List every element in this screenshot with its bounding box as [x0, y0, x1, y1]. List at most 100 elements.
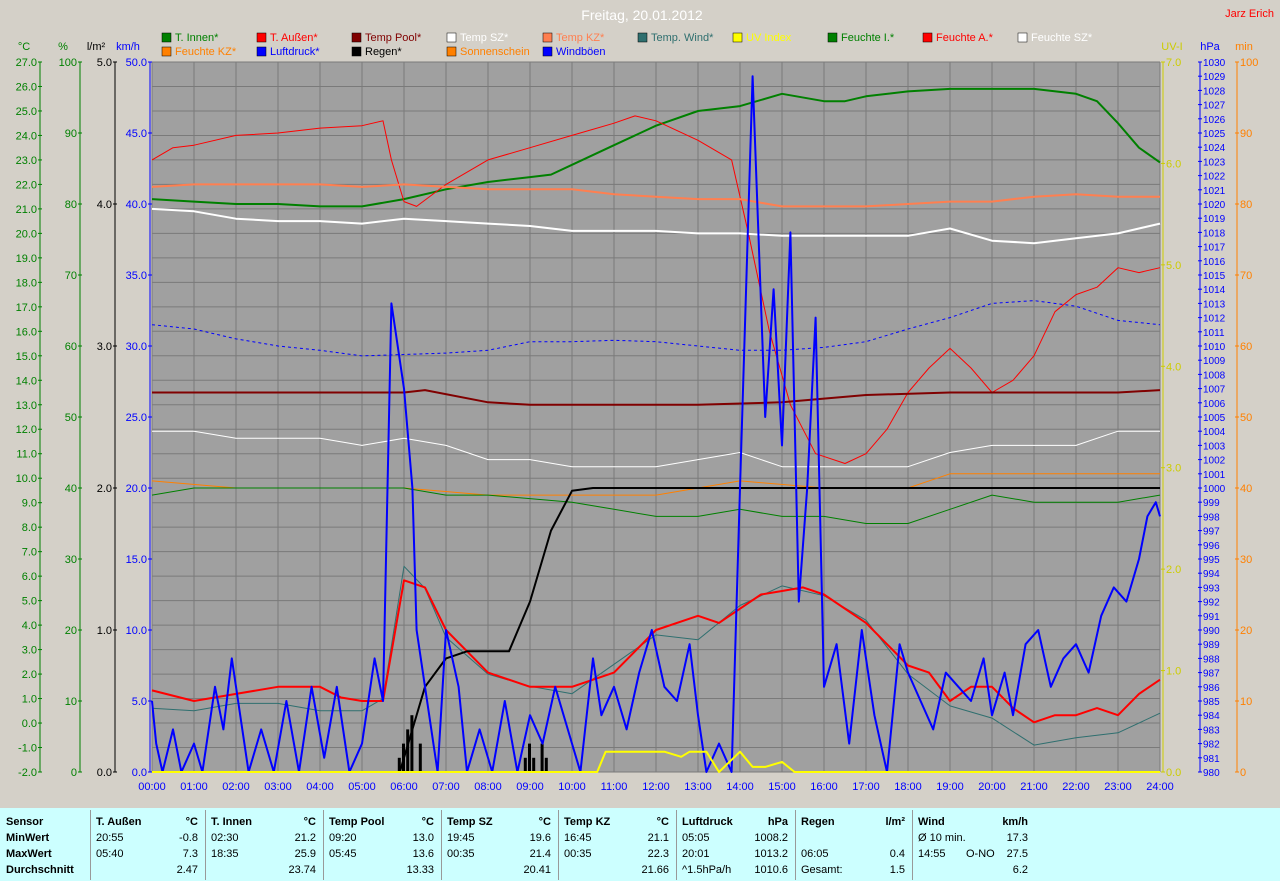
tick-label-celsius: 16.0 [16, 326, 37, 338]
legend-label: Feuchte A.* [936, 32, 994, 44]
tick-label-percent: 70 [65, 270, 77, 282]
tick-label-minutes: 60 [1240, 341, 1252, 353]
tick-label-time: 23:00 [1104, 781, 1132, 793]
legend-label: Sonnenschein [460, 46, 530, 58]
stats-max-time: 20:01 [682, 848, 710, 860]
series-line-9 [151, 579, 1161, 724]
tick-label-celsius: 15.0 [16, 351, 37, 363]
tick-label-pressure: 1006 [1203, 399, 1226, 410]
stats-unit: l/m² [885, 816, 905, 828]
tick-label-pressure: 992 [1203, 598, 1220, 609]
stats-title: Temp KZ [564, 816, 611, 828]
tick-label-rain: 1.0 [97, 625, 112, 637]
tick-label-minutes: 10 [1240, 696, 1252, 708]
rain-bar [528, 743, 531, 772]
stats-title: T. Außen [96, 816, 142, 828]
tick-label-minutes: 80 [1240, 199, 1252, 211]
stats-unit: °C [185, 816, 198, 828]
tick-label-time: 06:00 [390, 781, 418, 793]
tick-label-time: 12:00 [642, 781, 670, 793]
tick-label-celsius: 26.0 [16, 81, 37, 93]
tick-label-percent: 50 [65, 412, 77, 424]
stats-unit: km/h [1002, 816, 1028, 828]
rain-bar [406, 729, 410, 772]
tick-label-pressure: 1014 [1203, 285, 1226, 296]
axis-unit-wind: km/h [116, 41, 140, 53]
tick-label-celsius: 0.0 [22, 718, 37, 730]
stats-column: Luftdruck hPa 05:05 1008.2 20:01 1013.2 ^1.5hP… [676, 808, 794, 881]
stats-header-column: Sensor MinWert MaxWert Durchschnitt [6, 808, 91, 881]
stats-min-time: 09:20 [329, 832, 357, 844]
tick-label-pressure: 998 [1203, 512, 1220, 523]
legend-swatch [827, 32, 838, 43]
legend: T. Innen* T. Außen* Temp Pool* Temp SZ* Temp… [161, 32, 1093, 58]
tick-label-rain: 2.0 [97, 483, 112, 495]
tick-label-minutes: 50 [1240, 412, 1252, 424]
stats-max-value: 22.3 [647, 848, 669, 860]
tick-label-time: 02:00 [222, 781, 250, 793]
stats-max-value: 0.4 [889, 848, 905, 860]
tick-label-percent: 30 [65, 554, 77, 566]
tick-label-pressure: 1011 [1203, 328, 1225, 339]
tick-label-uv: 5.0 [1166, 260, 1181, 272]
tick-label-pressure: 1017 [1203, 243, 1226, 254]
stats-max-time: 05:40 [96, 848, 124, 860]
stats-max-time: 00:35 [564, 848, 592, 860]
stats-avg-value: 21.66 [641, 864, 669, 876]
stats-title: Wind [918, 816, 945, 828]
stats-max-time: 18:35 [211, 848, 239, 860]
tick-label-time: 20:00 [978, 781, 1006, 793]
tick-label-minutes: 20 [1240, 625, 1252, 637]
tick-label-celsius: 20.0 [16, 228, 37, 240]
tick-label-pressure: 1012 [1203, 314, 1226, 325]
tick-label-rain: 5.0 [97, 57, 112, 69]
legend-swatch [637, 32, 648, 43]
tick-label-pressure: 981 [1203, 754, 1220, 765]
stats-separator [795, 810, 796, 880]
series-line-2 [152, 389, 1161, 406]
legend-swatch [542, 32, 553, 43]
tick-label-pressure: 1025 [1203, 129, 1226, 140]
stats-min-value: 21.1 [647, 832, 669, 844]
legend-label: Temp SZ* [460, 32, 509, 44]
rain-bar [410, 715, 414, 772]
tick-label-pressure: 989 [1203, 640, 1220, 651]
stats-max-value: 1013.2 [754, 848, 788, 860]
series-line-7 [152, 430, 1160, 468]
legend-label: T. Innen* [175, 32, 219, 44]
tick-label-time: 13:00 [684, 781, 712, 793]
tick-label-wind: 0.0 [132, 767, 147, 779]
tick-label-time: 18:00 [894, 781, 922, 793]
tick-label-time: 04:00 [306, 781, 334, 793]
legend-label: Feuchte SZ* [1031, 32, 1093, 44]
tick-label-celsius: 1.0 [22, 694, 37, 706]
tick-label-celsius: 23.0 [16, 155, 37, 167]
axis-unit-pressure: hPa [1200, 41, 1220, 53]
stats-unit: °C [538, 816, 551, 828]
tick-label-time: 17:00 [852, 781, 880, 793]
tick-label-time: 08:00 [474, 781, 502, 793]
series-line-11 [152, 487, 1160, 773]
legend-label: Windböen [556, 46, 606, 58]
tick-label-celsius: -2.0 [18, 767, 37, 779]
tick-label-celsius: 9.0 [22, 498, 37, 510]
rain-bar [532, 757, 536, 772]
stats-separator [90, 810, 91, 880]
tick-label-percent: 40 [65, 483, 77, 495]
tick-label-pressure: 990 [1203, 626, 1220, 637]
tick-label-uv: 0.0 [1166, 767, 1181, 779]
legend-label: UV Index [746, 32, 792, 44]
tick-label-pressure: 983 [1203, 725, 1220, 736]
axis-unit-uv: UV-I [1161, 41, 1182, 53]
tick-label-time: 07:00 [432, 781, 460, 793]
stats-min-label: MinWert [6, 832, 50, 844]
stats-min-value: 1008.2 [754, 832, 788, 844]
stats-separator [205, 810, 206, 880]
tick-label-pressure: 1022 [1203, 172, 1226, 183]
series-line-1 [151, 115, 1161, 464]
tick-label-time: 14:00 [726, 781, 754, 793]
legend-swatch [1017, 32, 1028, 43]
stats-avg-value: 13.33 [406, 864, 434, 876]
tick-label-uv: 7.0 [1166, 57, 1181, 69]
tick-label-time: 24:00 [1146, 781, 1174, 793]
